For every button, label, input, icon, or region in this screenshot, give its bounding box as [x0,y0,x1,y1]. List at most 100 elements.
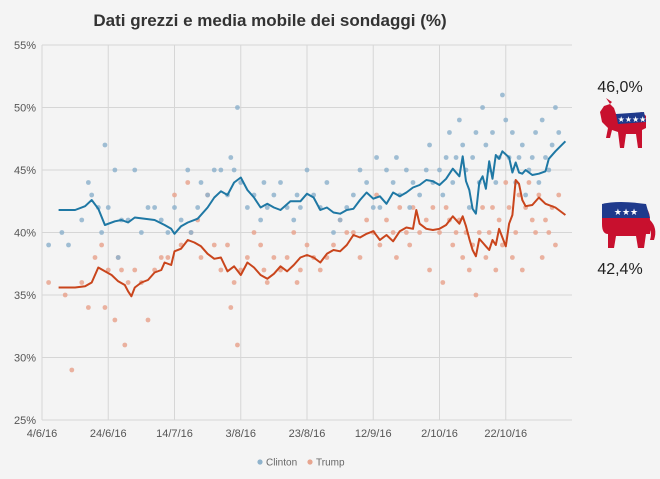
y-tick-label: 50% [14,103,36,115]
trump-poll-dot [417,230,423,235]
clinton-poll-dot [188,230,194,235]
clinton-poll-dot [543,155,548,160]
trump-poll-dot [112,317,118,323]
trump-poll-dot [79,280,85,285]
trump-poll-dot [500,242,505,248]
clinton-poll-dot [423,167,429,173]
clinton-poll-dot [350,192,356,198]
trump-poll-dot [244,255,250,260]
trump-poll-dot [297,267,303,273]
clinton-poll-dot [410,180,416,185]
clinton-poll-dot [546,167,552,173]
clinton-poll-dot [172,205,177,210]
clinton-poll-dot [500,92,505,98]
trump-poll-dot [397,205,403,210]
clinton-poll-dot [244,205,250,210]
trump-poll-dot [443,205,449,210]
clinton-poll-dot [185,167,191,173]
clinton-poll-dot [297,205,303,210]
clinton-poll-dot [364,180,370,185]
y-tick-label: 30% [14,353,36,365]
legend-clinton-label: Clinton [266,458,297,469]
trump-poll-dot [357,255,363,260]
clinton-poll-dot [261,180,267,185]
trump-poll-dot [331,242,336,248]
trump-poll-dot [218,267,224,273]
clinton-poll-dot [102,142,108,148]
x-tick-label: 23/8/16 [289,428,326,440]
clinton-moving-average-line [58,140,567,235]
trump-poll-dot [211,242,217,248]
clinton-poll-dot [195,205,201,210]
clinton-poll-dot [443,155,449,160]
trump-poll-dot [344,230,350,235]
clinton-poll-dot [556,130,562,135]
clinton-poll-dot [138,230,144,235]
y-tick-label: 25% [14,415,36,427]
trump-poll-dot [85,305,91,310]
clinton-poll-dot [437,167,442,173]
trump-poll-dot [125,280,131,285]
trump-poll-dot [69,367,75,373]
trump-raw-polls [46,180,562,373]
trump-poll-dot [384,217,389,223]
x-tick-label: 12/9/16 [355,428,392,440]
x-tick-label: 22/10/16 [484,428,527,440]
trump-poll-dot [198,255,204,260]
clinton-poll-dot [403,167,409,173]
trump-poll-dot [294,280,300,285]
trump-poll-dot [483,255,489,260]
x-tick-label: 4/6/16 [27,428,58,440]
trump-poll-dot [185,180,191,185]
clinton-poll-dot [516,155,522,160]
trump-poll-dot [258,242,264,248]
trump-poll-dot [284,255,290,260]
clinton-poll-dot [165,230,171,235]
clinton-poll-dot [536,180,542,185]
clinton-poll-dot [519,142,525,148]
clinton-poll-dot [453,155,459,160]
trump-poll-dot [556,192,562,198]
clinton-poll-dot [427,142,432,148]
clinton-poll-dot [324,180,330,185]
clinton-poll-dot [440,192,446,198]
trump-poll-dot [493,267,499,273]
svg-text:★★★★: ★★★★ [618,115,647,124]
clinton-poll-dot [291,217,297,223]
trump-end-label: 42,4% [597,261,642,278]
clinton-poll-dot [384,167,389,173]
clinton-poll-dot [331,230,336,235]
clinton-poll-dot [178,217,184,223]
trump-poll-dot [390,230,396,235]
trump-poll-dot [350,230,356,235]
clinton-raw-polls [46,92,562,260]
clinton-poll-dot [450,180,456,185]
clinton-poll-dot [493,180,499,185]
svg-text:★★★: ★★★ [614,208,638,218]
trump-poll-dot [503,180,509,185]
y-axis-ticks: 25% 30% 35% 40% 45% 50% 55% [14,40,36,427]
clinton-poll-dot [390,180,396,185]
trump-poll-dot [92,255,98,260]
trump-poll-dot [317,267,323,273]
trump-poll-dot [453,230,459,235]
trump-poll-dot [172,192,177,198]
trump-poll-dot [105,267,111,273]
trump-poll-dot [291,230,297,235]
clinton-poll-dot [264,205,270,210]
clinton-poll-dot [553,105,558,110]
trump-poll-dot [102,305,108,310]
trump-poll-dot [546,230,552,235]
trump-poll-dot [364,217,370,223]
clinton-poll-dot [473,130,479,135]
trump-poll-dot [407,242,413,248]
clinton-end-label: 46,0% [597,79,642,96]
trump-poll-dot [536,192,542,198]
trump-poll-dot [264,280,270,285]
trump-poll-dot [519,267,525,273]
clinton-poll-dot [357,167,363,173]
x-tick-label: 3/8/16 [225,428,256,440]
clinton-poll-dot [483,142,489,148]
clinton-poll-dot [145,205,151,210]
